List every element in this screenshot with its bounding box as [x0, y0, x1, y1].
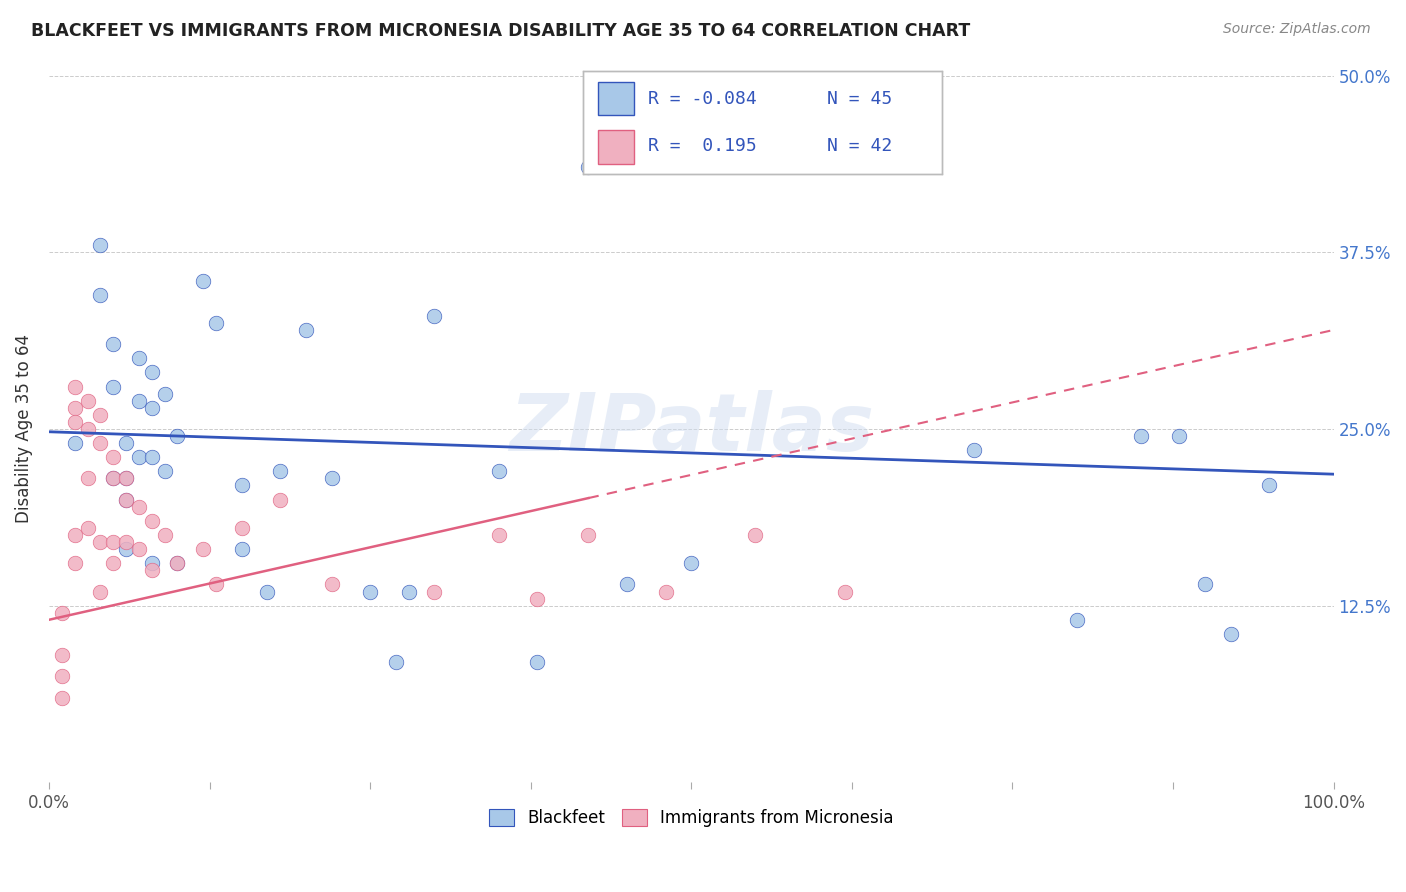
- Point: [526, 655, 548, 669]
- Point: [488, 464, 510, 478]
- Point: [191, 542, 214, 557]
- Point: [385, 655, 408, 669]
- Point: [321, 577, 343, 591]
- Point: [128, 351, 150, 366]
- Point: [115, 436, 138, 450]
- Point: [128, 500, 150, 514]
- Point: [76, 521, 98, 535]
- Point: [76, 471, 98, 485]
- Point: [681, 556, 703, 570]
- Point: [103, 379, 125, 393]
- Point: [63, 401, 86, 415]
- Point: [488, 528, 510, 542]
- Point: [89, 436, 111, 450]
- Point: [63, 436, 86, 450]
- Point: [191, 273, 214, 287]
- Text: ZIPatlas: ZIPatlas: [509, 390, 873, 468]
- Point: [654, 584, 676, 599]
- Text: R = -0.084: R = -0.084: [648, 89, 756, 108]
- Point: [744, 528, 766, 542]
- Point: [616, 577, 638, 591]
- Point: [1219, 627, 1241, 641]
- Point: [103, 471, 125, 485]
- Point: [359, 584, 381, 599]
- Point: [128, 450, 150, 465]
- Point: [153, 464, 176, 478]
- Point: [103, 450, 125, 465]
- Y-axis label: Disability Age 35 to 64: Disability Age 35 to 64: [15, 334, 32, 524]
- Point: [423, 584, 446, 599]
- Point: [141, 514, 163, 528]
- Point: [295, 323, 318, 337]
- Text: BLACKFEET VS IMMIGRANTS FROM MICRONESIA DISABILITY AGE 35 TO 64 CORRELATION CHAR: BLACKFEET VS IMMIGRANTS FROM MICRONESIA …: [31, 22, 970, 40]
- Point: [115, 535, 138, 549]
- Text: R =  0.195: R = 0.195: [648, 137, 756, 155]
- Text: N = 45: N = 45: [827, 89, 893, 108]
- Point: [76, 422, 98, 436]
- Point: [103, 556, 125, 570]
- Point: [115, 492, 138, 507]
- Point: [141, 563, 163, 577]
- Point: [1258, 478, 1281, 492]
- Point: [1129, 429, 1152, 443]
- Point: [963, 443, 986, 458]
- Point: [141, 401, 163, 415]
- Point: [89, 408, 111, 422]
- Point: [398, 584, 420, 599]
- Point: [423, 309, 446, 323]
- Point: [63, 379, 86, 393]
- Point: [269, 492, 291, 507]
- Point: [205, 316, 228, 330]
- Point: [103, 471, 125, 485]
- Point: [526, 591, 548, 606]
- FancyBboxPatch shape: [598, 130, 634, 163]
- Point: [834, 584, 856, 599]
- Point: [128, 393, 150, 408]
- Point: [1194, 577, 1216, 591]
- Point: [231, 542, 253, 557]
- FancyBboxPatch shape: [598, 82, 634, 115]
- Point: [51, 690, 73, 705]
- Point: [103, 535, 125, 549]
- Point: [153, 528, 176, 542]
- Point: [141, 556, 163, 570]
- Point: [63, 528, 86, 542]
- Legend: Blackfeet, Immigrants from Micronesia: Blackfeet, Immigrants from Micronesia: [482, 803, 900, 834]
- Point: [141, 365, 163, 379]
- Point: [321, 471, 343, 485]
- Point: [63, 556, 86, 570]
- Point: [578, 161, 600, 175]
- Point: [231, 478, 253, 492]
- Point: [256, 584, 278, 599]
- Text: N = 42: N = 42: [827, 137, 893, 155]
- Point: [115, 492, 138, 507]
- Point: [166, 556, 188, 570]
- Point: [89, 584, 111, 599]
- Point: [51, 606, 73, 620]
- Point: [51, 648, 73, 662]
- Point: [205, 577, 228, 591]
- Point: [89, 287, 111, 301]
- Point: [128, 542, 150, 557]
- Point: [51, 669, 73, 683]
- Point: [1168, 429, 1191, 443]
- Point: [103, 337, 125, 351]
- Point: [166, 429, 188, 443]
- Point: [141, 450, 163, 465]
- Point: [231, 521, 253, 535]
- Point: [1066, 613, 1088, 627]
- Point: [578, 528, 600, 542]
- Point: [115, 542, 138, 557]
- Point: [89, 535, 111, 549]
- Point: [269, 464, 291, 478]
- Point: [115, 471, 138, 485]
- Point: [153, 386, 176, 401]
- Point: [89, 238, 111, 252]
- Text: Source: ZipAtlas.com: Source: ZipAtlas.com: [1223, 22, 1371, 37]
- Point: [76, 393, 98, 408]
- Point: [166, 556, 188, 570]
- Point: [115, 471, 138, 485]
- Point: [63, 415, 86, 429]
